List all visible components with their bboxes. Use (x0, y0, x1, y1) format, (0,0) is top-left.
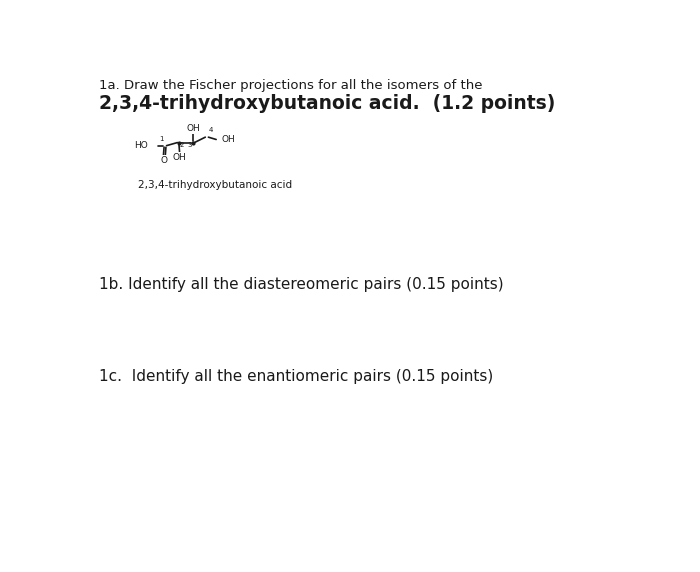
Text: OH: OH (173, 153, 187, 162)
Text: 3: 3 (188, 142, 192, 148)
Text: 2,3,4-trihydroxybutanoic acid: 2,3,4-trihydroxybutanoic acid (138, 180, 292, 190)
Text: O: O (161, 156, 168, 165)
Text: 1c.  Identify all the enantiomeric pairs (0.15 points): 1c. Identify all the enantiomeric pairs … (99, 369, 493, 384)
Text: 2: 2 (180, 142, 184, 148)
Text: OH: OH (186, 124, 200, 133)
Text: 1: 1 (159, 136, 163, 142)
Text: 1a. Draw the Fischer projections for all the isomers of the: 1a. Draw the Fischer projections for all… (99, 80, 482, 93)
Text: 4: 4 (209, 126, 213, 133)
Text: 2,3,4-trihydroxybutanoic acid.  (1.2 points): 2,3,4-trihydroxybutanoic acid. (1.2 poin… (99, 94, 556, 113)
Text: OH: OH (222, 135, 235, 144)
Text: HO: HO (134, 141, 148, 150)
Text: 1b. Identify all the diastereomeric pairs (0.15 points): 1b. Identify all the diastereomeric pair… (99, 277, 504, 292)
